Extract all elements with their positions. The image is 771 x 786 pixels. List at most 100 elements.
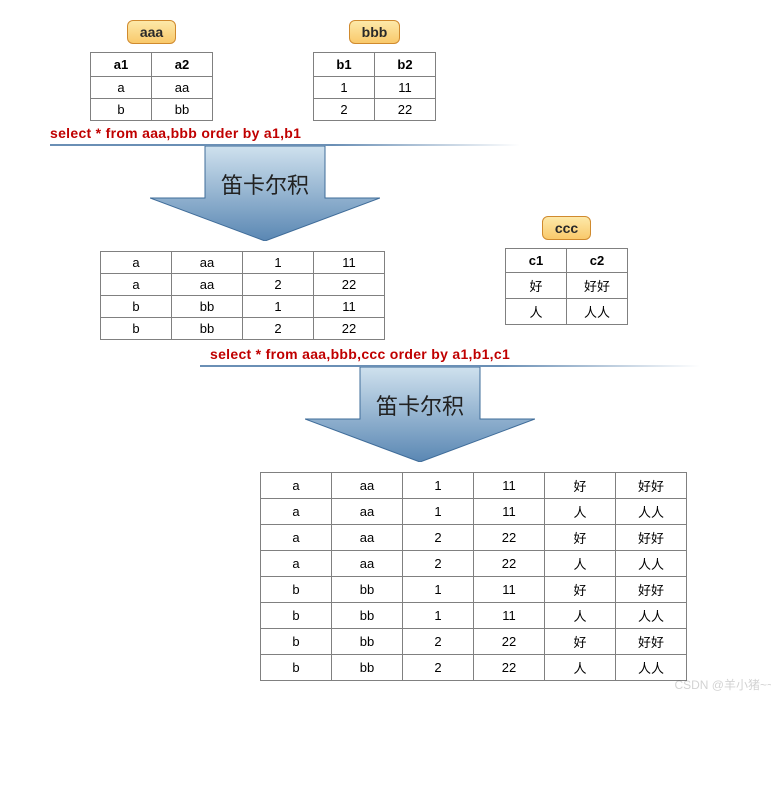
table-cell: 22 (375, 99, 436, 121)
table-cell: 人人 (616, 499, 687, 525)
table-row: 111 (314, 77, 436, 99)
table-cell: 2 (403, 551, 474, 577)
table-row: 222 (314, 99, 436, 121)
arrow-label-1: 笛卡尔积 (221, 168, 309, 200)
table-row: bbb111好好好 (261, 577, 687, 603)
table-header-cell: b2 (375, 53, 436, 77)
table-cell: 人 (506, 299, 567, 325)
table-cell: a (101, 252, 172, 274)
table-cell: 好 (545, 525, 616, 551)
table-cell: 1 (403, 603, 474, 629)
table-cell: aa (152, 77, 213, 99)
table-aaa-group: aaa a1a2aaabbb (90, 20, 213, 121)
table-cell: 人 (545, 499, 616, 525)
table-row: bbb222人人人 (261, 655, 687, 681)
table-result-1: aaa111aaa222bbb111bbb222 (100, 251, 385, 340)
table-row: 人人人 (506, 299, 628, 325)
arrow-cartesian-2: 笛卡尔积 (305, 367, 535, 462)
table-cell: aa (332, 525, 403, 551)
arrow-cartesian-1: 笛卡尔积 (150, 146, 380, 241)
table-header-cell: c2 (567, 249, 628, 273)
table-cell: 2 (403, 629, 474, 655)
table-cell: 好 (545, 473, 616, 499)
table-cell: 好好 (616, 577, 687, 603)
table-cell: b (261, 577, 332, 603)
table-row: aaa222 (101, 274, 385, 296)
table-cell: 好好 (616, 629, 687, 655)
table-cell: bb (332, 603, 403, 629)
table-row: bbb222好好好 (261, 629, 687, 655)
table-cell: a (261, 499, 332, 525)
table-cell: 11 (474, 473, 545, 499)
table-header-cell: a1 (91, 53, 152, 77)
table-cell: 22 (474, 655, 545, 681)
table-cell: b (261, 603, 332, 629)
table-cell: 11 (474, 499, 545, 525)
table-cell: a (261, 551, 332, 577)
arrow-label-2: 笛卡尔积 (376, 389, 464, 421)
table-cell: 人 (545, 603, 616, 629)
table-cell: 22 (314, 318, 385, 340)
table-cell: bb (172, 296, 243, 318)
watermark: CSDN @羊小猪~~~ (674, 676, 771, 693)
table-cell: 人人 (616, 603, 687, 629)
sql-query-2: select * from aaa,bbb,ccc order by a1,b1… (210, 346, 771, 362)
table-cell: aa (172, 252, 243, 274)
table-cell: 好 (545, 629, 616, 655)
table-cell: 好好 (616, 473, 687, 499)
table-cell: aa (332, 551, 403, 577)
table-cell: 人人 (616, 551, 687, 577)
table-cell: a (101, 274, 172, 296)
table-row: bbb111 (101, 296, 385, 318)
table-cell: bb (332, 629, 403, 655)
table-cell: bb (172, 318, 243, 340)
table-cell: bb (332, 577, 403, 603)
table-cell: 11 (474, 577, 545, 603)
badge-ccc: ccc (542, 216, 591, 240)
table-result-2: aaa111好好好aaa111人人人aaa222好好好aaa222人人人bbb1… (260, 472, 687, 681)
table-row: bbb222 (101, 318, 385, 340)
table-row: aaa222人人人 (261, 551, 687, 577)
table-cell: 人人 (567, 299, 628, 325)
table-cell: 11 (314, 252, 385, 274)
table-cell: 1 (243, 252, 314, 274)
table-cell: 11 (314, 296, 385, 318)
table-ccc-group: ccc c1c2好好好人人人 (505, 216, 628, 325)
table-cell: 2 (403, 525, 474, 551)
table-cell: 好好 (616, 525, 687, 551)
table-cell: a (91, 77, 152, 99)
badge-bbb: bbb (349, 20, 401, 44)
table-row: bbb111人人人 (261, 603, 687, 629)
table-aaa: a1a2aaabbb (90, 52, 213, 121)
table-cell: 2 (243, 318, 314, 340)
table-cell: 2 (314, 99, 375, 121)
badge-aaa: aaa (127, 20, 176, 44)
table-cell: 22 (314, 274, 385, 296)
table-cell: 1 (314, 77, 375, 99)
table-cell: a (261, 473, 332, 499)
table-cell: aa (332, 473, 403, 499)
table-cell: 人 (545, 655, 616, 681)
table-ccc: c1c2好好好人人人 (505, 248, 628, 325)
table-cell: b (101, 296, 172, 318)
table-row: bbb (91, 99, 213, 121)
table-cell: 22 (474, 551, 545, 577)
table-cell: aa (172, 274, 243, 296)
table-cell: 好 (506, 273, 567, 299)
table-cell: bb (332, 655, 403, 681)
table-cell: 好好 (567, 273, 628, 299)
table-cell: 1 (403, 577, 474, 603)
sql-query-1: select * from aaa,bbb order by a1,b1 (50, 125, 771, 141)
table-cell: 1 (403, 499, 474, 525)
table-cell: 22 (474, 629, 545, 655)
table-cell: a (261, 525, 332, 551)
table-cell: bb (152, 99, 213, 121)
table-cell: 1 (243, 296, 314, 318)
table-row: 好好好 (506, 273, 628, 299)
table-cell: 2 (403, 655, 474, 681)
table-row: aaa222好好好 (261, 525, 687, 551)
table-row: aaa111 (101, 252, 385, 274)
table-cell: 11 (474, 603, 545, 629)
table-bbb-group: bbb b1b2111222 (313, 20, 436, 121)
table-cell: 22 (474, 525, 545, 551)
